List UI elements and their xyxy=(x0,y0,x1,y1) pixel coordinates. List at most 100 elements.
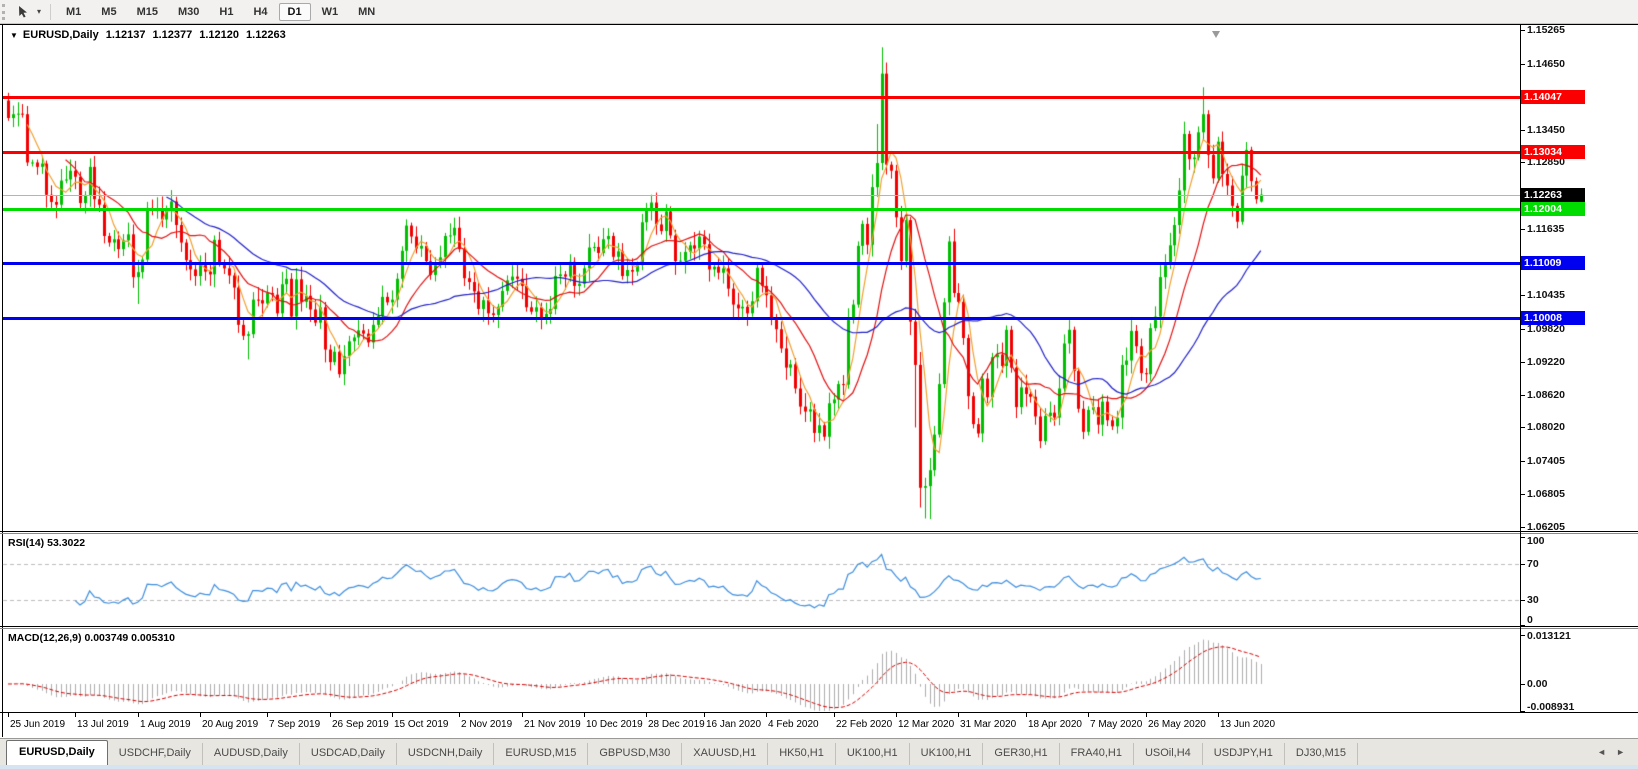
chart-tab-dj30-m15[interactable]: DJ30,M15 xyxy=(1285,743,1359,765)
tab-scroll-right-icon[interactable]: ► xyxy=(1616,747,1625,757)
date-axis-label: 22 Feb 2020 xyxy=(836,719,893,730)
macd-name: MACD(12,26,9) xyxy=(8,632,82,644)
panel-separator-rsi-macd[interactable] xyxy=(0,626,1638,627)
date-tick xyxy=(75,713,76,717)
axis-tick xyxy=(1521,600,1525,601)
date-axis-label: 28 Dec 2019 xyxy=(648,719,705,730)
date-axis-label: 4 Feb 2020 xyxy=(768,719,819,730)
timeframe-button-h1[interactable]: H1 xyxy=(219,5,234,18)
chart-tab-audusd-daily[interactable]: AUDUSD,Daily xyxy=(203,743,300,765)
chart-tab-uk100-h1[interactable]: UK100,H1 xyxy=(836,743,910,765)
price-axis-label: 1.15265 xyxy=(1527,24,1565,36)
price-chart-canvas[interactable] xyxy=(0,24,1520,713)
timeframe-button-m1[interactable]: M1 xyxy=(66,5,82,18)
date-tick xyxy=(646,713,647,717)
support-line-112004[interactable] xyxy=(3,208,1520,211)
axis-tick xyxy=(1521,527,1525,528)
quote-low: 1.12120 xyxy=(199,29,240,41)
timeframe-button-m15[interactable]: M15 xyxy=(136,5,158,18)
status-strip xyxy=(0,765,1638,769)
date-tick xyxy=(766,713,767,717)
axis-tick xyxy=(1521,427,1525,428)
axis-tick xyxy=(1521,229,1525,230)
axis-tick xyxy=(1521,537,1525,538)
chart-tab-xauusd-h1[interactable]: XAUUSD,H1 xyxy=(682,743,769,765)
date-tick xyxy=(330,713,331,717)
current-price-line xyxy=(3,195,1520,196)
chart-tab-usoil-h4[interactable]: USOil,H4 xyxy=(1134,743,1203,765)
timeframe-button-d1[interactable]: D1 xyxy=(278,2,311,21)
chart-tab-gbpusd-m30[interactable]: GBPUSD,M30 xyxy=(588,743,683,765)
date-axis-label: 20 Aug 2019 xyxy=(202,719,259,730)
timeframe-button-w1[interactable]: W1 xyxy=(321,5,339,18)
macd-signal-value: 0.005310 xyxy=(131,632,175,644)
price-axis-label: 1.08620 xyxy=(1527,389,1565,401)
date-axis-label: 1 Aug 2019 xyxy=(140,719,191,730)
chart-tab-usdcnh-daily[interactable]: USDCNH,Daily xyxy=(397,743,495,765)
date-tick xyxy=(1218,713,1219,717)
panel-separator-macd-dates xyxy=(0,712,1638,713)
support-price-tag: 1.10008 xyxy=(1521,311,1585,325)
resistance-price-tag: 1.13034 xyxy=(1521,145,1585,159)
date-axis-label: 31 Mar 2020 xyxy=(960,719,1017,730)
date-tick xyxy=(1088,713,1089,717)
date-tick xyxy=(834,713,835,717)
date-tick xyxy=(584,713,585,717)
price-axis-label: 1.10435 xyxy=(1527,289,1565,301)
date-axis-label: 21 Nov 2019 xyxy=(524,719,581,730)
rsi-panel-label: RSI(14) 53.3022 xyxy=(8,537,85,549)
chart-tab-ger30-h1[interactable]: GER30,H1 xyxy=(983,743,1060,765)
timeframe-button-mn[interactable]: MN xyxy=(358,5,376,18)
panel-separator-main-rsi[interactable] xyxy=(0,531,1638,532)
timeframe-button-m30[interactable]: M30 xyxy=(177,5,200,18)
axis-tick xyxy=(1521,461,1525,462)
tab-scroll-arrows: ◄ ► xyxy=(1592,739,1638,765)
axis-tick xyxy=(1521,362,1525,363)
chart-cursor-icon[interactable] xyxy=(13,3,33,21)
chart-tab-usdchf-daily[interactable]: USDCHF,Daily xyxy=(108,743,203,765)
timeframe-toolbar: ▾ M1 M5 M15 M30 H1 H4 D1 W1 MN xyxy=(0,0,1638,24)
date-axis-label: 16 Jan 2020 xyxy=(706,719,762,730)
toolbar-drag-handle[interactable] xyxy=(2,3,9,20)
macd-value: 0.003749 xyxy=(84,632,129,644)
support-line-111009[interactable] xyxy=(3,262,1520,265)
quote-close: 1.12263 xyxy=(246,29,286,41)
date-axis-label: 7 Sep 2019 xyxy=(269,719,321,730)
date-axis-label: 26 May 2020 xyxy=(1148,719,1206,730)
date-tick xyxy=(704,713,705,717)
timeframe-button-m5[interactable]: M5 xyxy=(101,5,117,18)
chart-tab-uk100-h1[interactable]: UK100,H1 xyxy=(910,743,984,765)
timeframe-button-h4[interactable]: H4 xyxy=(253,5,268,18)
date-axis-label: 15 Oct 2019 xyxy=(394,719,449,730)
chart-tab-eurusd-daily[interactable]: EURUSD,Daily xyxy=(6,740,108,765)
axis-tick xyxy=(1521,64,1525,65)
resistance-line-114047[interactable] xyxy=(3,96,1520,99)
tool-dropdown-icon[interactable]: ▾ xyxy=(36,7,41,16)
date-axis-label: 7 May 2020 xyxy=(1090,719,1143,730)
date-axis-label: 13 Jun 2020 xyxy=(1220,719,1276,730)
axis-tick xyxy=(1521,162,1525,163)
price-axis-label: 1.13450 xyxy=(1527,124,1565,136)
chart-tab-hk50-h1[interactable]: HK50,H1 xyxy=(768,743,836,765)
chart-tab-eurusd-m15[interactable]: EURUSD,M15 xyxy=(494,743,589,765)
price-axis-label: 1.06805 xyxy=(1527,488,1565,500)
axis-tick xyxy=(1521,635,1525,636)
price-axis-label: 1.06205 xyxy=(1527,521,1565,533)
support-price-tag: 1.11009 xyxy=(1521,256,1585,270)
date-tick xyxy=(1026,713,1027,717)
symbol-dropdown-icon[interactable]: ▼ xyxy=(10,31,18,40)
tabbar-border xyxy=(0,738,1638,739)
chart-shift-marker-icon[interactable] xyxy=(1212,31,1220,38)
axis-tick xyxy=(1521,684,1525,685)
tab-scroll-left-icon[interactable]: ◄ xyxy=(1597,747,1607,757)
rsi-axis-label: 70 xyxy=(1527,558,1539,570)
chart-tab-usdcad-daily[interactable]: USDCAD,Daily xyxy=(300,743,397,765)
resistance-line-113034[interactable] xyxy=(3,151,1520,154)
chart-tab-usdjpy-h1[interactable]: USDJPY,H1 xyxy=(1203,743,1285,765)
axis-tick xyxy=(1521,130,1525,131)
chart-tab-fra40-h1[interactable]: FRA40,H1 xyxy=(1060,743,1134,765)
price-axis-label: 1.07405 xyxy=(1527,455,1565,467)
macd-axis-label: 0.013121 xyxy=(1527,630,1571,642)
axis-tick xyxy=(1521,30,1525,31)
support-line-110008[interactable] xyxy=(3,317,1520,320)
